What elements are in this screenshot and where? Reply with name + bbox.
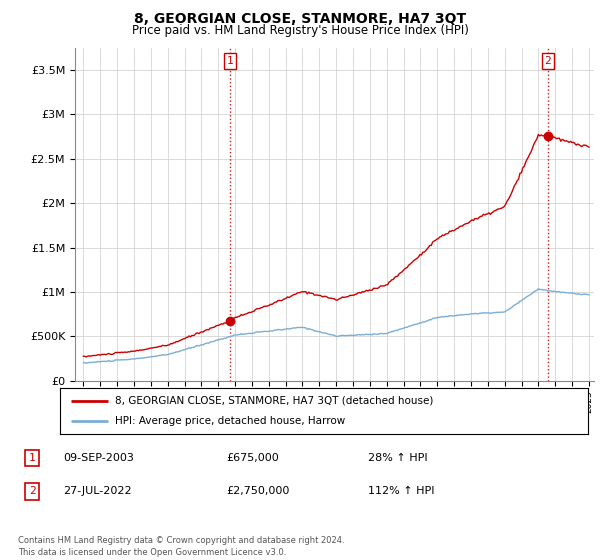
Text: Contains HM Land Registry data © Crown copyright and database right 2024.
This d: Contains HM Land Registry data © Crown c… <box>18 536 344 557</box>
Text: 8, GEORGIAN CLOSE, STANMORE, HA7 3QT (detached house): 8, GEORGIAN CLOSE, STANMORE, HA7 3QT (de… <box>115 396 434 406</box>
Text: 28% ↑ HPI: 28% ↑ HPI <box>368 453 427 463</box>
Text: 2: 2 <box>545 56 551 66</box>
Text: HPI: Average price, detached house, Harrow: HPI: Average price, detached house, Harr… <box>115 416 346 426</box>
Text: £675,000: £675,000 <box>227 453 280 463</box>
Text: Price paid vs. HM Land Registry's House Price Index (HPI): Price paid vs. HM Land Registry's House … <box>131 24 469 36</box>
Text: 2: 2 <box>29 486 35 496</box>
Text: 09-SEP-2003: 09-SEP-2003 <box>63 453 134 463</box>
Text: 8, GEORGIAN CLOSE, STANMORE, HA7 3QT: 8, GEORGIAN CLOSE, STANMORE, HA7 3QT <box>134 12 466 26</box>
Text: 1: 1 <box>29 453 35 463</box>
Text: 1: 1 <box>226 56 233 66</box>
Text: £2,750,000: £2,750,000 <box>227 486 290 496</box>
Text: 27-JUL-2022: 27-JUL-2022 <box>63 486 132 496</box>
Text: 112% ↑ HPI: 112% ↑ HPI <box>368 486 434 496</box>
